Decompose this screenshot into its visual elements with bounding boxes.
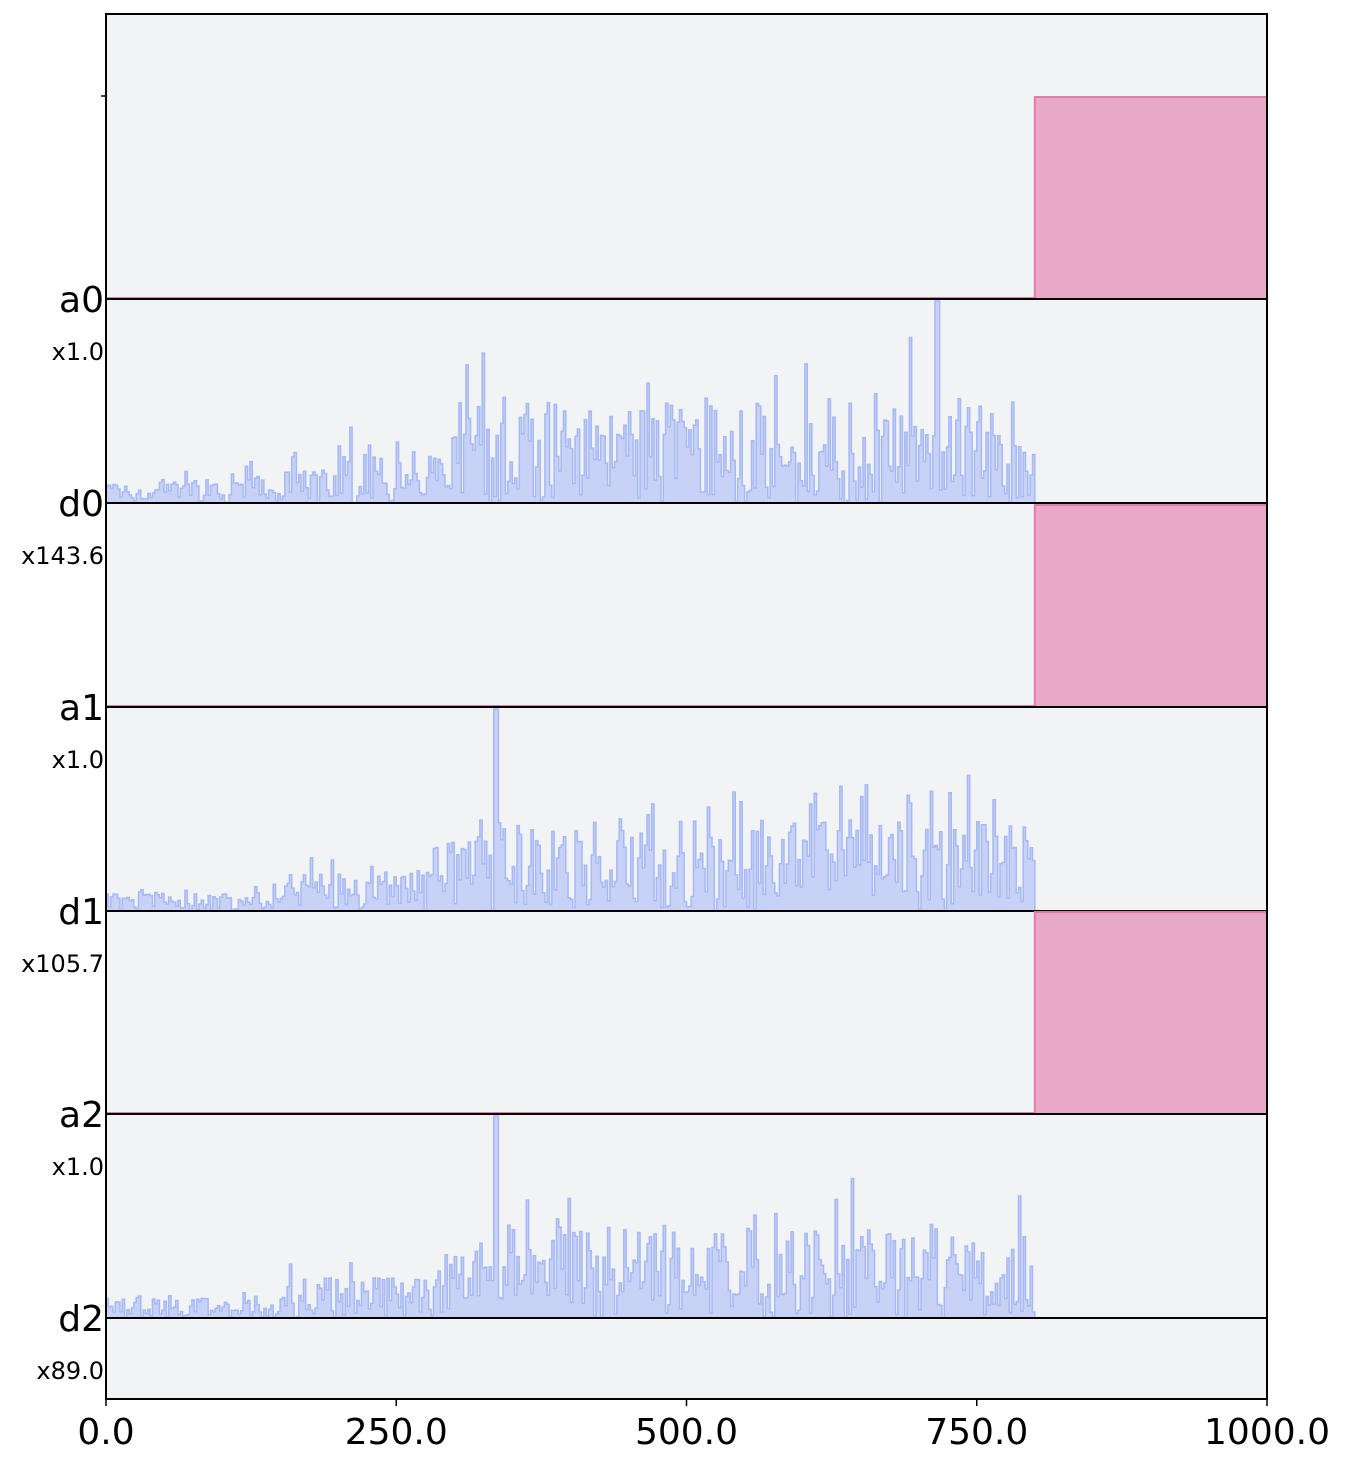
- a2-high-segment: [1033, 911, 1269, 1115]
- x-tick-label: 500.0: [635, 1412, 738, 1453]
- d0-scale-label: x143.6: [21, 542, 104, 570]
- d2-label: d2: [58, 1299, 104, 1340]
- d1-label: d1: [58, 892, 104, 933]
- a1-high-segment: [1033, 504, 1269, 709]
- a0-label: a0: [59, 280, 104, 321]
- channel-d1: [105, 708, 1267, 912]
- d2-trace: [105, 1115, 1036, 1319]
- a0-scale-label: x1.0: [52, 338, 104, 366]
- x-tick-label: 1000.0: [1204, 1412, 1330, 1453]
- channel-a2: [106, 911, 1269, 1115]
- x-tick-label: 0.0: [77, 1412, 134, 1453]
- a1-scale-label: x1.0: [52, 746, 104, 774]
- chart-marks: [105, 96, 1269, 1319]
- channel-a1: [106, 504, 1269, 709]
- d1-trace: [105, 708, 1036, 912]
- x-axis: 0.0 250.0 500.0 750.0 1000.0: [77, 95, 1330, 1453]
- chart-labels: a0 x1.0 d0 x143.6 a1 x1.0 d1 x105.7 a2 x1.0 d2 x89.…: [21, 280, 104, 1385]
- x-tick-label: 250.0: [345, 1412, 448, 1453]
- channel-d2: [105, 1115, 1267, 1319]
- d1-scale-label: x105.7: [21, 950, 104, 978]
- a1-label: a1: [59, 688, 104, 729]
- channel-a0: [106, 96, 1269, 301]
- d0-trace: [105, 300, 1036, 504]
- d0-label: d0: [58, 484, 104, 525]
- a2-label: a2: [59, 1095, 104, 1136]
- d2-scale-label: x89.0: [36, 1357, 104, 1385]
- channel-d0: [105, 300, 1267, 504]
- a0-high-segment: [1033, 96, 1269, 301]
- a2-scale-label: x1.0: [52, 1153, 104, 1181]
- x-tick-label: 750.0: [925, 1412, 1028, 1453]
